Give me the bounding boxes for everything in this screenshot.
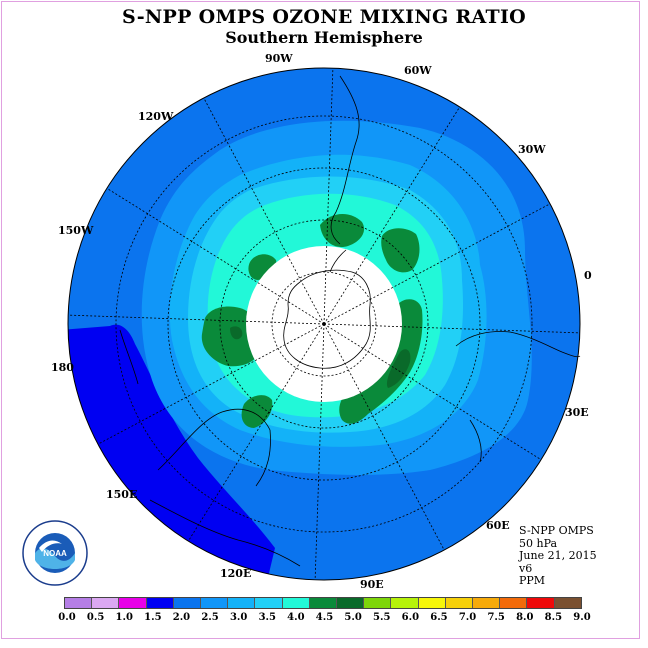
meridian-line [97, 323, 325, 445]
colorbar-tick-label: 5.5 [373, 612, 391, 623]
noaa-logo-text: NOAA [43, 549, 67, 558]
south-pole-marker [322, 322, 326, 326]
colorbar-tick-label: 6.0 [401, 612, 420, 623]
colorbar-tick-label: 4.5 [315, 612, 334, 623]
colorbar-swatch [391, 598, 419, 608]
colorbar-swatch [228, 598, 256, 608]
madagascar-coastline [469, 419, 482, 463]
meridian-line [323, 106, 461, 325]
colorbar-swatch [527, 598, 555, 608]
info-version: v6 [519, 561, 533, 575]
colorbar-swatch [173, 598, 202, 608]
indonesia-coastline [149, 499, 301, 567]
colorbar-swatch [282, 598, 310, 608]
level-5.0-region [381, 228, 420, 273]
colorbar-swatch [119, 598, 147, 608]
meridian-line [203, 97, 325, 325]
africa-coastline [455, 331, 581, 358]
meridian-lines [68, 68, 580, 580]
colorbar-tick-label: 4.0 [287, 612, 305, 623]
longitude-label-30w: 30W [518, 143, 546, 156]
colorbar-tick-label: 3.5 [258, 612, 276, 623]
colorbar-swatch [92, 598, 120, 608]
meridian-line [323, 203, 551, 325]
longitude-label-90e: 90E [360, 578, 384, 591]
meridian-line [314, 323, 325, 580]
colorbar-tick-label: 2.5 [201, 612, 219, 623]
longitude-label-30e: 30E [565, 406, 589, 419]
colorbar-tick-label: 8.5 [544, 612, 563, 623]
colorbar-tick-label: 2.0 [172, 612, 191, 623]
meridian-line [68, 314, 325, 325]
colorbar-swatch [500, 598, 528, 608]
meridian-line [323, 68, 334, 325]
colorbar-tick-label: 1.0 [115, 612, 133, 623]
colorbar-tick-label: 5.0 [344, 612, 362, 623]
colorbar [64, 597, 582, 609]
level-5.0-region [320, 214, 365, 248]
colorbar-tick-label: 0.0 [58, 612, 76, 623]
south-america-coastline [330, 75, 360, 245]
longitude-label-150w: 150W [58, 224, 94, 237]
colorbar-tick-label: 6.5 [430, 612, 448, 623]
info-instrument: S-NPP OMPS [519, 524, 594, 537]
new-zealand-coastline [119, 329, 139, 385]
colorbar-swatch [418, 598, 446, 608]
figure-frame [1, 1, 640, 639]
colorbar-tick-label: 7.0 [458, 612, 477, 623]
colorbar-swatch [201, 598, 229, 608]
colorbar-tick-label: 7.5 [487, 612, 505, 623]
latitude-circle [219, 219, 429, 429]
map-boundary [67, 67, 581, 581]
meridian-line [106, 187, 325, 325]
meridian-line [187, 323, 325, 542]
figure-title: S-NPP OMPS OZONE MIXING RATIO [121, 6, 527, 28]
colorbar-swatch [309, 598, 338, 608]
longitude-label-90w: 90W [265, 52, 293, 65]
latitude-circle [271, 271, 377, 377]
colorbar-tick-label: 0.5 [86, 612, 105, 623]
graticule [68, 68, 580, 580]
longitude-label-60e: 60E [486, 519, 510, 532]
antarctica-coastline [283, 269, 371, 369]
level-5.5-region [386, 349, 411, 388]
colorbar-swatch [337, 598, 365, 608]
longitude-label-0: 0 [584, 269, 592, 282]
info-date: June 21, 2015 [519, 549, 597, 562]
longitude-label-180: 180 [51, 361, 74, 374]
colorbar-swatch [146, 598, 174, 608]
meridian-line [323, 323, 445, 551]
longitude-label-120w: 120W [138, 110, 174, 123]
australia-coastline [157, 408, 271, 487]
longitude-label-120e: 120E [220, 567, 252, 580]
figure-subtitle: Southern Hemisphere [225, 28, 423, 47]
colorbar-tick-label: 8.0 [516, 612, 534, 623]
longitude-label-150e: 150E [106, 488, 138, 501]
colorbar-swatch [364, 598, 392, 608]
colorbar-swatch [255, 598, 283, 608]
info-units: PPM [519, 574, 546, 587]
colorbar-tick-label: 3.0 [229, 612, 248, 623]
level-5.5-region [230, 326, 243, 340]
info-block: S-NPP OMPS 50 hPa June 21, 2015 v6 PPM [519, 524, 597, 588]
antarctic-peninsula [329, 249, 347, 273]
meridian-line [323, 323, 580, 334]
colorbar-swatch [445, 598, 474, 608]
latitude-circle [167, 167, 481, 481]
coastlines [119, 75, 581, 567]
meridian-line [323, 323, 542, 461]
longitude-label-60w: 60W [404, 64, 432, 77]
colorbar-tick-label: 9.0 [573, 612, 591, 623]
colorbar-swatch [473, 598, 501, 608]
colorbar-swatch [554, 598, 581, 608]
colorbar-tick-label: 1.5 [144, 612, 162, 623]
info-level: 50 hPa [519, 536, 558, 550]
latitude-circle [115, 115, 533, 533]
colorbar-swatch [65, 598, 93, 608]
noaa-logo: NOAA [22, 520, 88, 586]
level-5.0-region [241, 395, 273, 428]
